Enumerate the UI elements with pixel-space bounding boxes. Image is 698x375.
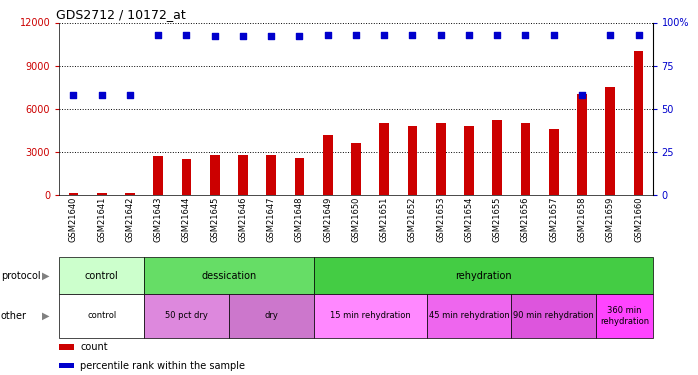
Bar [59,257,144,294]
Bar [97,193,107,195]
Bar [144,257,313,294]
Text: other: other [1,311,27,321]
Point [491,32,503,38]
Bar [181,159,191,195]
Bar [266,156,276,195]
Bar [295,158,304,195]
Point [435,32,446,38]
Bar [351,143,361,195]
Text: ▶: ▶ [42,311,49,321]
Bar [379,123,389,195]
Text: protocol: protocol [1,271,40,280]
Text: 15 min rehydration: 15 min rehydration [329,311,410,320]
Point [266,33,277,39]
Bar [68,193,78,195]
Text: 90 min rehydration: 90 min rehydration [513,311,594,320]
Bar [577,94,587,195]
Text: count: count [80,342,107,352]
Text: dessication: dessication [201,271,256,280]
Bar [596,294,653,338]
Bar [549,129,558,195]
Bar [313,294,426,338]
Bar [634,51,644,195]
Bar [229,294,313,338]
Point [181,32,192,38]
Bar [436,123,446,195]
Point [520,32,531,38]
Bar [464,126,474,195]
Bar [426,294,512,338]
Point [294,33,305,39]
Point [124,92,135,98]
Bar [144,294,229,338]
Point [407,32,418,38]
Text: 45 min rehydration: 45 min rehydration [429,311,510,320]
Text: ▶: ▶ [42,271,49,280]
Bar [313,257,653,294]
Text: dry: dry [265,311,279,320]
Bar [210,156,220,195]
Bar [59,294,144,338]
Point [378,32,389,38]
Point [548,32,559,38]
Bar [512,294,596,338]
Bar [521,123,530,195]
Bar [125,193,135,195]
Point [604,32,616,38]
Text: control: control [87,311,117,320]
Bar [238,155,248,195]
Text: rehydration: rehydration [455,271,512,280]
Point [350,32,362,38]
Text: GDS2712 / 10172_at: GDS2712 / 10172_at [57,8,186,21]
Text: 360 min
rehydration: 360 min rehydration [600,306,649,326]
Point [96,92,107,98]
Point [633,32,644,38]
Point [153,32,164,38]
Bar [322,135,333,195]
Point [322,32,334,38]
Bar [154,156,163,195]
Point [577,92,588,98]
Bar [59,344,74,350]
Text: percentile rank within the sample: percentile rank within the sample [80,361,245,370]
Bar [605,87,615,195]
Bar [492,120,502,195]
Point [463,32,475,38]
Point [209,33,221,39]
Text: control: control [85,271,119,280]
Text: 50 pct dry: 50 pct dry [165,311,208,320]
Bar [59,363,74,368]
Point [68,92,79,98]
Bar [408,126,417,195]
Point [237,33,248,39]
